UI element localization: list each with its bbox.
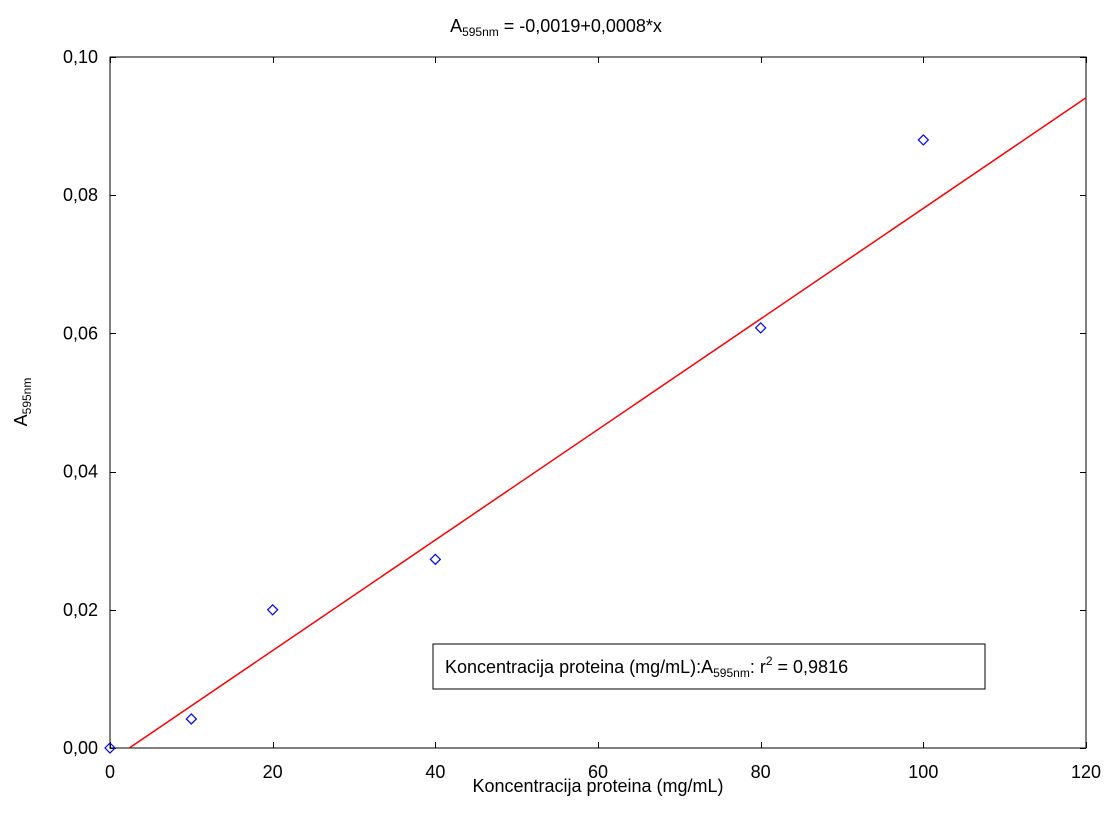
y-axis-title-subscript: 595nm bbox=[20, 378, 34, 415]
y-tick-label: 0,06 bbox=[63, 323, 98, 343]
y-axis-title-main: A bbox=[11, 414, 31, 426]
fit-line bbox=[128, 97, 1087, 749]
chart-title-rest: = -0,0019+0,0008*x bbox=[499, 16, 662, 36]
x-tick-label: 20 bbox=[263, 762, 283, 782]
points-layer bbox=[104, 134, 930, 754]
ticks-layer: 0 20 40 60 80 100 120 0,00 0,02 0,04 0,06 0,08 0,10 bbox=[63, 47, 1101, 782]
x-axis-title: Koncentracija proteina (mg/mL) bbox=[472, 776, 723, 796]
x-tick-label: 80 bbox=[751, 762, 771, 782]
chart-title-main: A bbox=[450, 16, 462, 36]
legend-box bbox=[432, 643, 986, 690]
y-tick-label: 0,08 bbox=[63, 185, 98, 205]
y-tick-label: 0,02 bbox=[63, 600, 98, 620]
legend-text-superscript: 2 bbox=[766, 654, 773, 668]
y-tick-label: 0,00 bbox=[63, 738, 98, 758]
legend: Koncentracija proteina (mg/mL):A595nm: r… bbox=[432, 643, 986, 690]
data-point bbox=[185, 713, 198, 725]
data-point bbox=[754, 322, 767, 334]
legend-text-end: = 0,9816 bbox=[773, 657, 849, 677]
data-point bbox=[429, 553, 442, 566]
legend-text: Koncentracija proteina (mg/mL):A595nm: r… bbox=[445, 654, 848, 680]
x-tick-label: 60 bbox=[588, 762, 608, 782]
y-tick-label: 0,10 bbox=[63, 47, 98, 67]
x-tick-label: 0 bbox=[105, 762, 115, 782]
y-axis-title: A595nm bbox=[11, 378, 34, 427]
legend-text-after-subscript: : r bbox=[750, 657, 766, 677]
plot-area: 0 20 40 60 80 100 120 0,00 0,02 0,04 0,06 0,08 0,10 bbox=[63, 47, 1101, 782]
x-tick-label: 40 bbox=[425, 762, 445, 782]
legend-text-subscript: 595nm bbox=[713, 666, 750, 680]
x-tick-label: 100 bbox=[908, 762, 938, 782]
fit-line-layer bbox=[128, 97, 1087, 749]
data-point bbox=[917, 134, 930, 146]
y-tick-label: 0,04 bbox=[63, 462, 98, 482]
chart-title: A595nm = -0,0019+0,0008*x bbox=[450, 16, 662, 39]
data-point bbox=[266, 603, 279, 616]
data-point bbox=[104, 742, 116, 754]
chart-title-subscript: 595nm bbox=[462, 25, 499, 39]
x-tick-label: 120 bbox=[1071, 762, 1101, 782]
legend-text-main: Koncentracija proteina (mg/mL):A bbox=[445, 657, 713, 677]
